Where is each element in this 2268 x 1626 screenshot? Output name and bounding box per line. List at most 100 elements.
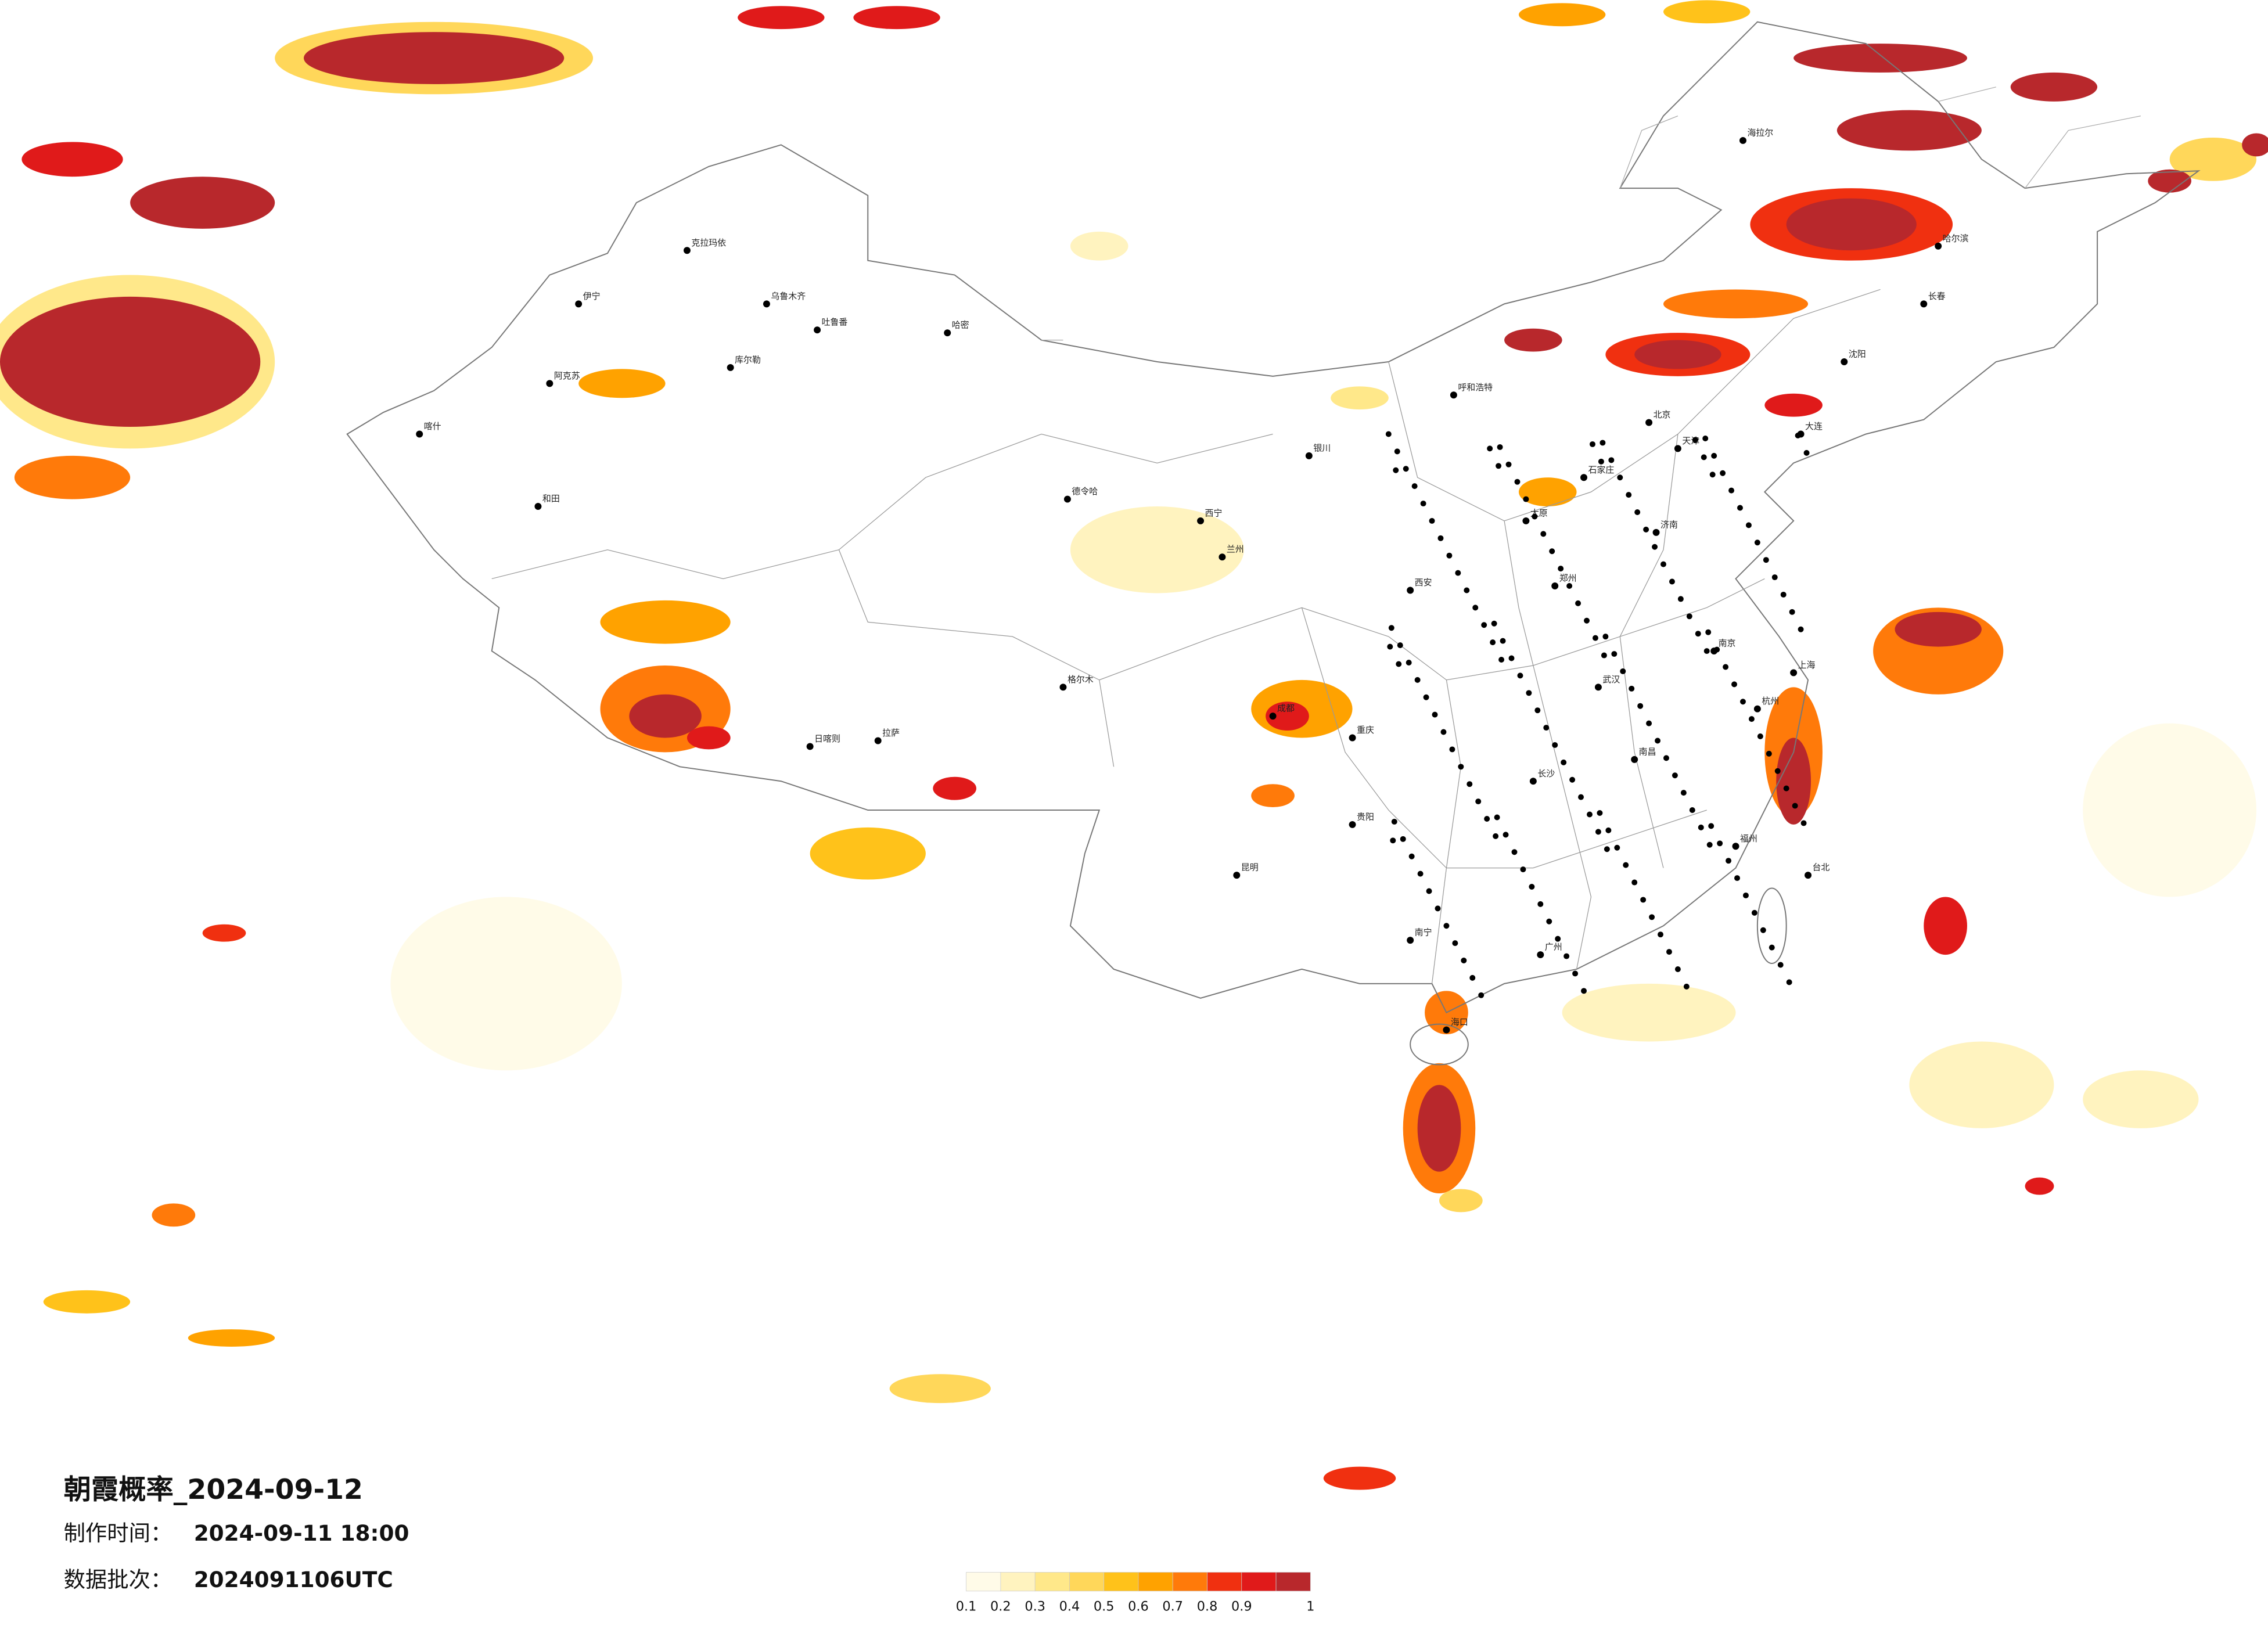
legend-tick-label: 1 [1306, 1599, 1314, 1614]
probability-patch [390, 897, 622, 1071]
city-dot [1643, 526, 1649, 533]
city-dot [1505, 461, 1512, 467]
city-dot [1437, 535, 1444, 541]
city-dot [1698, 824, 1704, 830]
city-dot [1500, 638, 1506, 644]
city-dot [1426, 888, 1432, 894]
probability-patch [889, 1374, 991, 1404]
city-dot [1739, 699, 1746, 705]
city-dot [1059, 684, 1067, 691]
city-dot [1652, 544, 1658, 550]
city-label: 克拉玛依 [691, 238, 726, 248]
city-dot [1529, 778, 1537, 785]
city-label: 杭州 [1762, 696, 1779, 706]
legend-swatch [966, 1572, 1001, 1592]
city-dot [1720, 470, 1726, 476]
city-dot [1496, 463, 1502, 469]
legend-tick-label: 0.6 [1128, 1599, 1149, 1614]
city-dot [1798, 626, 1804, 632]
city-dot [1708, 823, 1715, 829]
probability-patch [188, 1329, 275, 1347]
city-dot [1580, 474, 1588, 481]
city-dot [1611, 651, 1618, 657]
probability-patch [2169, 137, 2257, 181]
city-dot [1597, 810, 1603, 816]
city-dot [1711, 452, 1717, 459]
city-dot [1420, 501, 1426, 507]
city-dot [1393, 467, 1399, 473]
city-label: 兰州 [1227, 544, 1244, 555]
city-dot [1305, 452, 1313, 459]
city-dot [1407, 587, 1414, 594]
city-dot [1669, 578, 1675, 585]
city-dot [1349, 734, 1356, 742]
city-dot [1534, 707, 1541, 714]
probability-patch [1663, 0, 1751, 24]
probability-patch [1518, 3, 1606, 27]
city-dot [1766, 750, 1772, 757]
info-value: 2024-09-11 18:00 [194, 1520, 409, 1546]
probability-patch [1663, 289, 1809, 319]
probability-patch [1764, 393, 1823, 417]
city-dot [1532, 513, 1538, 520]
probability-patch [1518, 477, 1577, 507]
city-dot [1702, 435, 1709, 441]
city-dot [1537, 901, 1544, 907]
city-dot [1686, 613, 1692, 620]
city-dot [1631, 879, 1638, 886]
probability-patch [738, 6, 825, 30]
city-dot [1566, 583, 1573, 589]
city-label: 银川 [1313, 443, 1331, 453]
legend-swatch [1207, 1572, 1242, 1592]
legend-tick-label: 0.5 [1094, 1599, 1115, 1614]
probability-patch [1836, 110, 1982, 151]
city-label: 成都 [1277, 703, 1295, 714]
city-label: 昆明 [1241, 862, 1259, 873]
city-dot [763, 300, 770, 308]
map-title: 朝霞概率_2024-09-12 [64, 1474, 363, 1506]
city-dot [534, 503, 542, 510]
city-dot [1387, 643, 1393, 650]
legend-tick-label: 0.3 [1025, 1599, 1045, 1614]
probability-patch [1793, 44, 1967, 73]
city-dot [1655, 738, 1661, 744]
city-dot [1558, 566, 1564, 572]
china-outline [346, 21, 2201, 1014]
city-dot [1391, 818, 1397, 825]
city-dot [1520, 866, 1526, 873]
city-dot [1461, 958, 1467, 964]
legend-tick-label: 0.4 [1059, 1599, 1080, 1614]
probability-patch [1776, 738, 1811, 825]
city-dot [1705, 629, 1712, 635]
probability-patch [933, 776, 977, 800]
probability-patch [1323, 1466, 1396, 1490]
city-dot [1726, 858, 1732, 864]
city-label: 德令哈 [1072, 486, 1098, 497]
city-dot [1396, 661, 1402, 667]
city-dot [1587, 811, 1593, 818]
city-label: 阿克苏 [554, 370, 580, 381]
city-dot [1578, 794, 1584, 800]
city-dot [1446, 552, 1453, 559]
city-dot [1569, 776, 1576, 783]
city-dot [1672, 772, 1678, 779]
city-dot [1400, 836, 1406, 842]
city-dot [1748, 716, 1755, 722]
probability-patch [2083, 1070, 2199, 1128]
city-dot [1646, 720, 1652, 726]
city-label: 沈阳 [1849, 349, 1866, 359]
city-dot [1728, 487, 1735, 494]
city-dot [1920, 300, 1928, 308]
city-label: 和田 [542, 494, 560, 504]
city-dot [944, 329, 951, 337]
city-label: 台北 [1813, 862, 1830, 873]
legend-swatch [1275, 1572, 1311, 1592]
city-label: 济南 [1660, 519, 1678, 530]
city-dot [1269, 713, 1277, 720]
city-dot [1703, 648, 1710, 654]
probability-patch [1266, 702, 1309, 731]
city-dot [1660, 561, 1666, 567]
city-label: 海拉尔 [1747, 127, 1773, 138]
city-dot [1552, 742, 1558, 748]
probability-patch [43, 1290, 131, 1314]
